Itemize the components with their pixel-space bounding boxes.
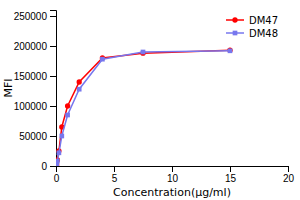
point xyxy=(57,150,62,155)
legend-item: DM47 xyxy=(226,15,278,26)
legend-marker xyxy=(232,17,237,22)
y-axis: 0 50000 100000 150000 200000 250000 xyxy=(14,11,57,172)
tick: 50000 xyxy=(19,131,56,142)
tick-label: 250000 xyxy=(14,11,48,22)
point xyxy=(59,134,64,139)
marks xyxy=(56,48,233,166)
tick: 200000 xyxy=(14,41,56,52)
x-axis: 0 5 10 15 20 xyxy=(54,166,295,184)
point xyxy=(141,50,146,55)
tick-label: 50000 xyxy=(19,131,47,142)
tick: 15 xyxy=(225,166,237,184)
tick-label: 0 xyxy=(41,161,47,172)
point xyxy=(65,113,70,118)
tick: 5 xyxy=(112,166,118,184)
legend-label: DM47 xyxy=(249,15,278,26)
tick: 10 xyxy=(167,166,179,184)
point xyxy=(56,159,60,164)
tick-label: 5 xyxy=(112,173,118,184)
tick-label: 0 xyxy=(54,173,60,184)
tick-label: 15 xyxy=(225,173,237,184)
x-axis-title: Concentration(μg/ml) xyxy=(113,186,231,199)
tick-label: 100000 xyxy=(14,101,48,112)
tick-mark xyxy=(172,166,173,172)
axis-line xyxy=(50,11,57,167)
tick-label: 10 xyxy=(167,173,179,184)
tick-mark xyxy=(50,166,56,167)
plot: 0 5 10 15 20 0 50000 100000 150000 200000 250000 DM… xyxy=(14,11,295,185)
tick-mark xyxy=(50,76,56,77)
legend-marker xyxy=(233,31,238,36)
tick: 0 xyxy=(54,166,60,184)
tick: 0 xyxy=(41,161,56,172)
legend: DM47 DM48 xyxy=(226,15,278,39)
point xyxy=(65,103,70,108)
point xyxy=(140,51,145,56)
legend-item: DM48 xyxy=(226,28,278,39)
point xyxy=(100,57,105,62)
tick-mark xyxy=(288,166,289,172)
legend-label: DM48 xyxy=(249,28,278,39)
tick-mark xyxy=(114,166,115,172)
tick-label: 20 xyxy=(283,173,295,184)
line xyxy=(57,51,230,166)
tick-mark xyxy=(50,16,56,17)
point xyxy=(100,55,105,60)
line xyxy=(57,50,230,165)
point xyxy=(77,87,82,92)
tick-mark xyxy=(230,166,231,172)
tick: 20 xyxy=(283,166,295,184)
chart: 0 5 10 15 20 0 50000 100000 150000 200000 250000 DM… xyxy=(0,0,300,200)
point xyxy=(77,79,82,84)
axis-line xyxy=(57,167,289,173)
tick-mark xyxy=(50,106,56,107)
tick-label: 200000 xyxy=(14,41,48,52)
y-axis-title: MFI xyxy=(2,78,15,97)
point xyxy=(228,48,233,53)
tick: 250000 xyxy=(14,11,56,22)
tick-label: 150000 xyxy=(14,71,48,82)
tick-mark xyxy=(50,46,56,47)
tick: 100000 xyxy=(14,101,56,112)
point xyxy=(227,48,232,53)
tick-mark xyxy=(50,136,56,137)
tick: 150000 xyxy=(14,71,56,82)
